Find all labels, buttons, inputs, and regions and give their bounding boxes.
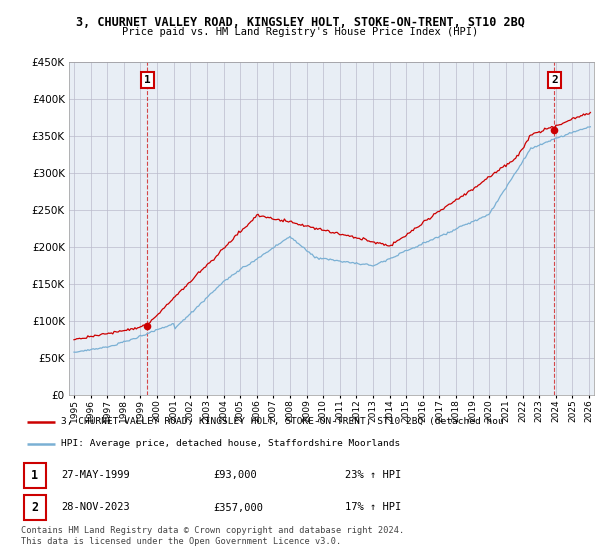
Text: 1: 1 bbox=[144, 75, 151, 85]
Text: 2: 2 bbox=[551, 75, 558, 85]
Text: 17% ↑ HPI: 17% ↑ HPI bbox=[344, 502, 401, 512]
Text: 2: 2 bbox=[31, 501, 38, 514]
Text: 23% ↑ HPI: 23% ↑ HPI bbox=[344, 470, 401, 480]
Text: Contains HM Land Registry data © Crown copyright and database right 2024.
This d: Contains HM Land Registry data © Crown c… bbox=[21, 526, 404, 546]
Text: 1: 1 bbox=[31, 469, 38, 482]
Text: £357,000: £357,000 bbox=[213, 502, 263, 512]
Text: £93,000: £93,000 bbox=[213, 470, 257, 480]
Text: 3, CHURNET VALLEY ROAD, KINGSLEY HOLT, STOKE-ON-TRENT, ST10 2BQ: 3, CHURNET VALLEY ROAD, KINGSLEY HOLT, S… bbox=[76, 16, 524, 29]
FancyBboxPatch shape bbox=[24, 495, 46, 520]
Text: 3, CHURNET VALLEY ROAD, KINGSLEY HOLT, STOKE-ON-TRENT, ST10 2BQ (detached hou: 3, CHURNET VALLEY ROAD, KINGSLEY HOLT, S… bbox=[61, 417, 504, 426]
Text: HPI: Average price, detached house, Staffordshire Moorlands: HPI: Average price, detached house, Staf… bbox=[61, 439, 400, 448]
Text: 28-NOV-2023: 28-NOV-2023 bbox=[61, 502, 130, 512]
Text: 27-MAY-1999: 27-MAY-1999 bbox=[61, 470, 130, 480]
Text: Price paid vs. HM Land Registry's House Price Index (HPI): Price paid vs. HM Land Registry's House … bbox=[122, 27, 478, 38]
FancyBboxPatch shape bbox=[24, 463, 46, 488]
